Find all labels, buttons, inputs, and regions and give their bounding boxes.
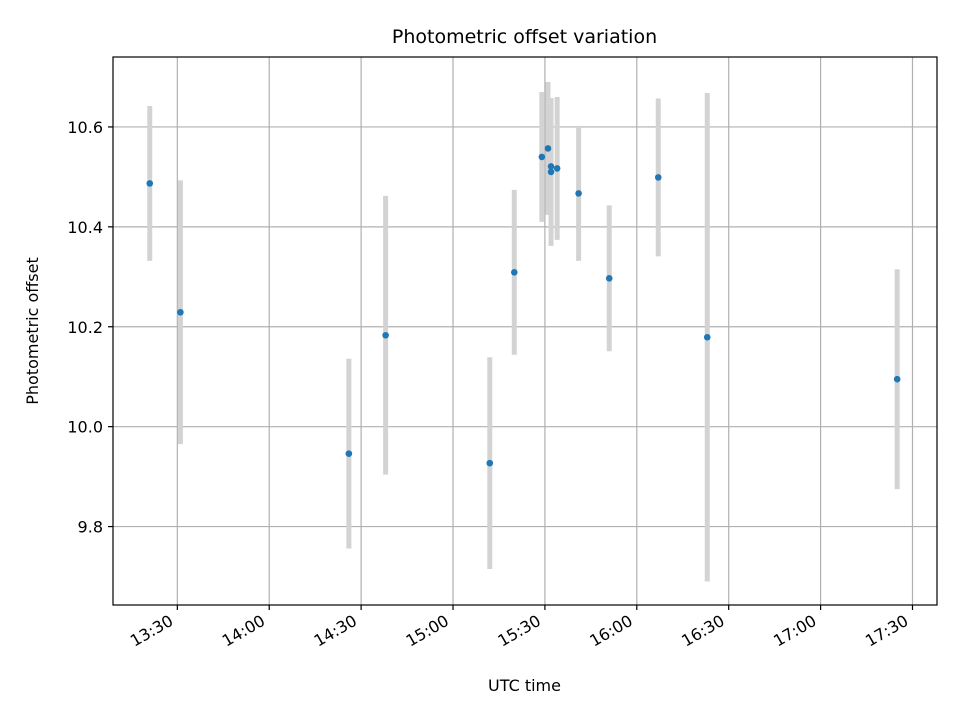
data-point [654, 174, 662, 181]
data-point [553, 165, 561, 172]
data-point [575, 190, 582, 197]
x-axis-label: UTC time [488, 676, 561, 695]
data-point [544, 145, 552, 152]
y-tick-label: 10.4 [67, 218, 103, 237]
data-point [382, 331, 389, 339]
x-axis-ticks: 13:30 14:00 14:30 15:00 15:30 16:00 16:30 17:00… [127, 605, 914, 651]
data-point [486, 459, 494, 467]
y-axis-ticks: 9.8 10.0 10.2 10.4 10.6 [67, 118, 113, 537]
data-point [703, 333, 711, 341]
plot-frame [112, 56, 938, 606]
data-point [177, 308, 184, 316]
data-point [345, 450, 353, 457]
data-points [146, 145, 901, 467]
x-tick-label: 15:00 [403, 611, 452, 651]
x-tick-label: 16:30 [678, 611, 727, 651]
data-point [538, 153, 546, 161]
y-tick-label: 9.8 [78, 518, 103, 537]
y-tick-label: 10.2 [67, 318, 103, 337]
y-tick-label: 10.6 [67, 118, 103, 137]
data-point [510, 269, 518, 276]
x-tick-label: 13:30 [127, 611, 176, 651]
chart-title: Photometric offset variation [392, 26, 657, 48]
x-tick-label: 16:00 [586, 611, 635, 651]
data-point [547, 163, 555, 170]
data-point [605, 274, 613, 282]
x-tick-label: 14:00 [219, 611, 268, 651]
y-axis-label: Photometric offset [23, 257, 42, 405]
x-tick-label: 17:00 [770, 611, 819, 651]
x-tick-label: 14:30 [311, 611, 360, 651]
data-point [547, 168, 555, 176]
x-tick-label: 17:30 [862, 611, 911, 651]
error-bars [147, 81, 900, 582]
y-tick-label: 10.0 [67, 418, 103, 437]
x-tick-label: 15:30 [494, 611, 543, 651]
grid-lines [113, 57, 937, 605]
data-point [893, 375, 901, 383]
data-point [146, 180, 154, 187]
